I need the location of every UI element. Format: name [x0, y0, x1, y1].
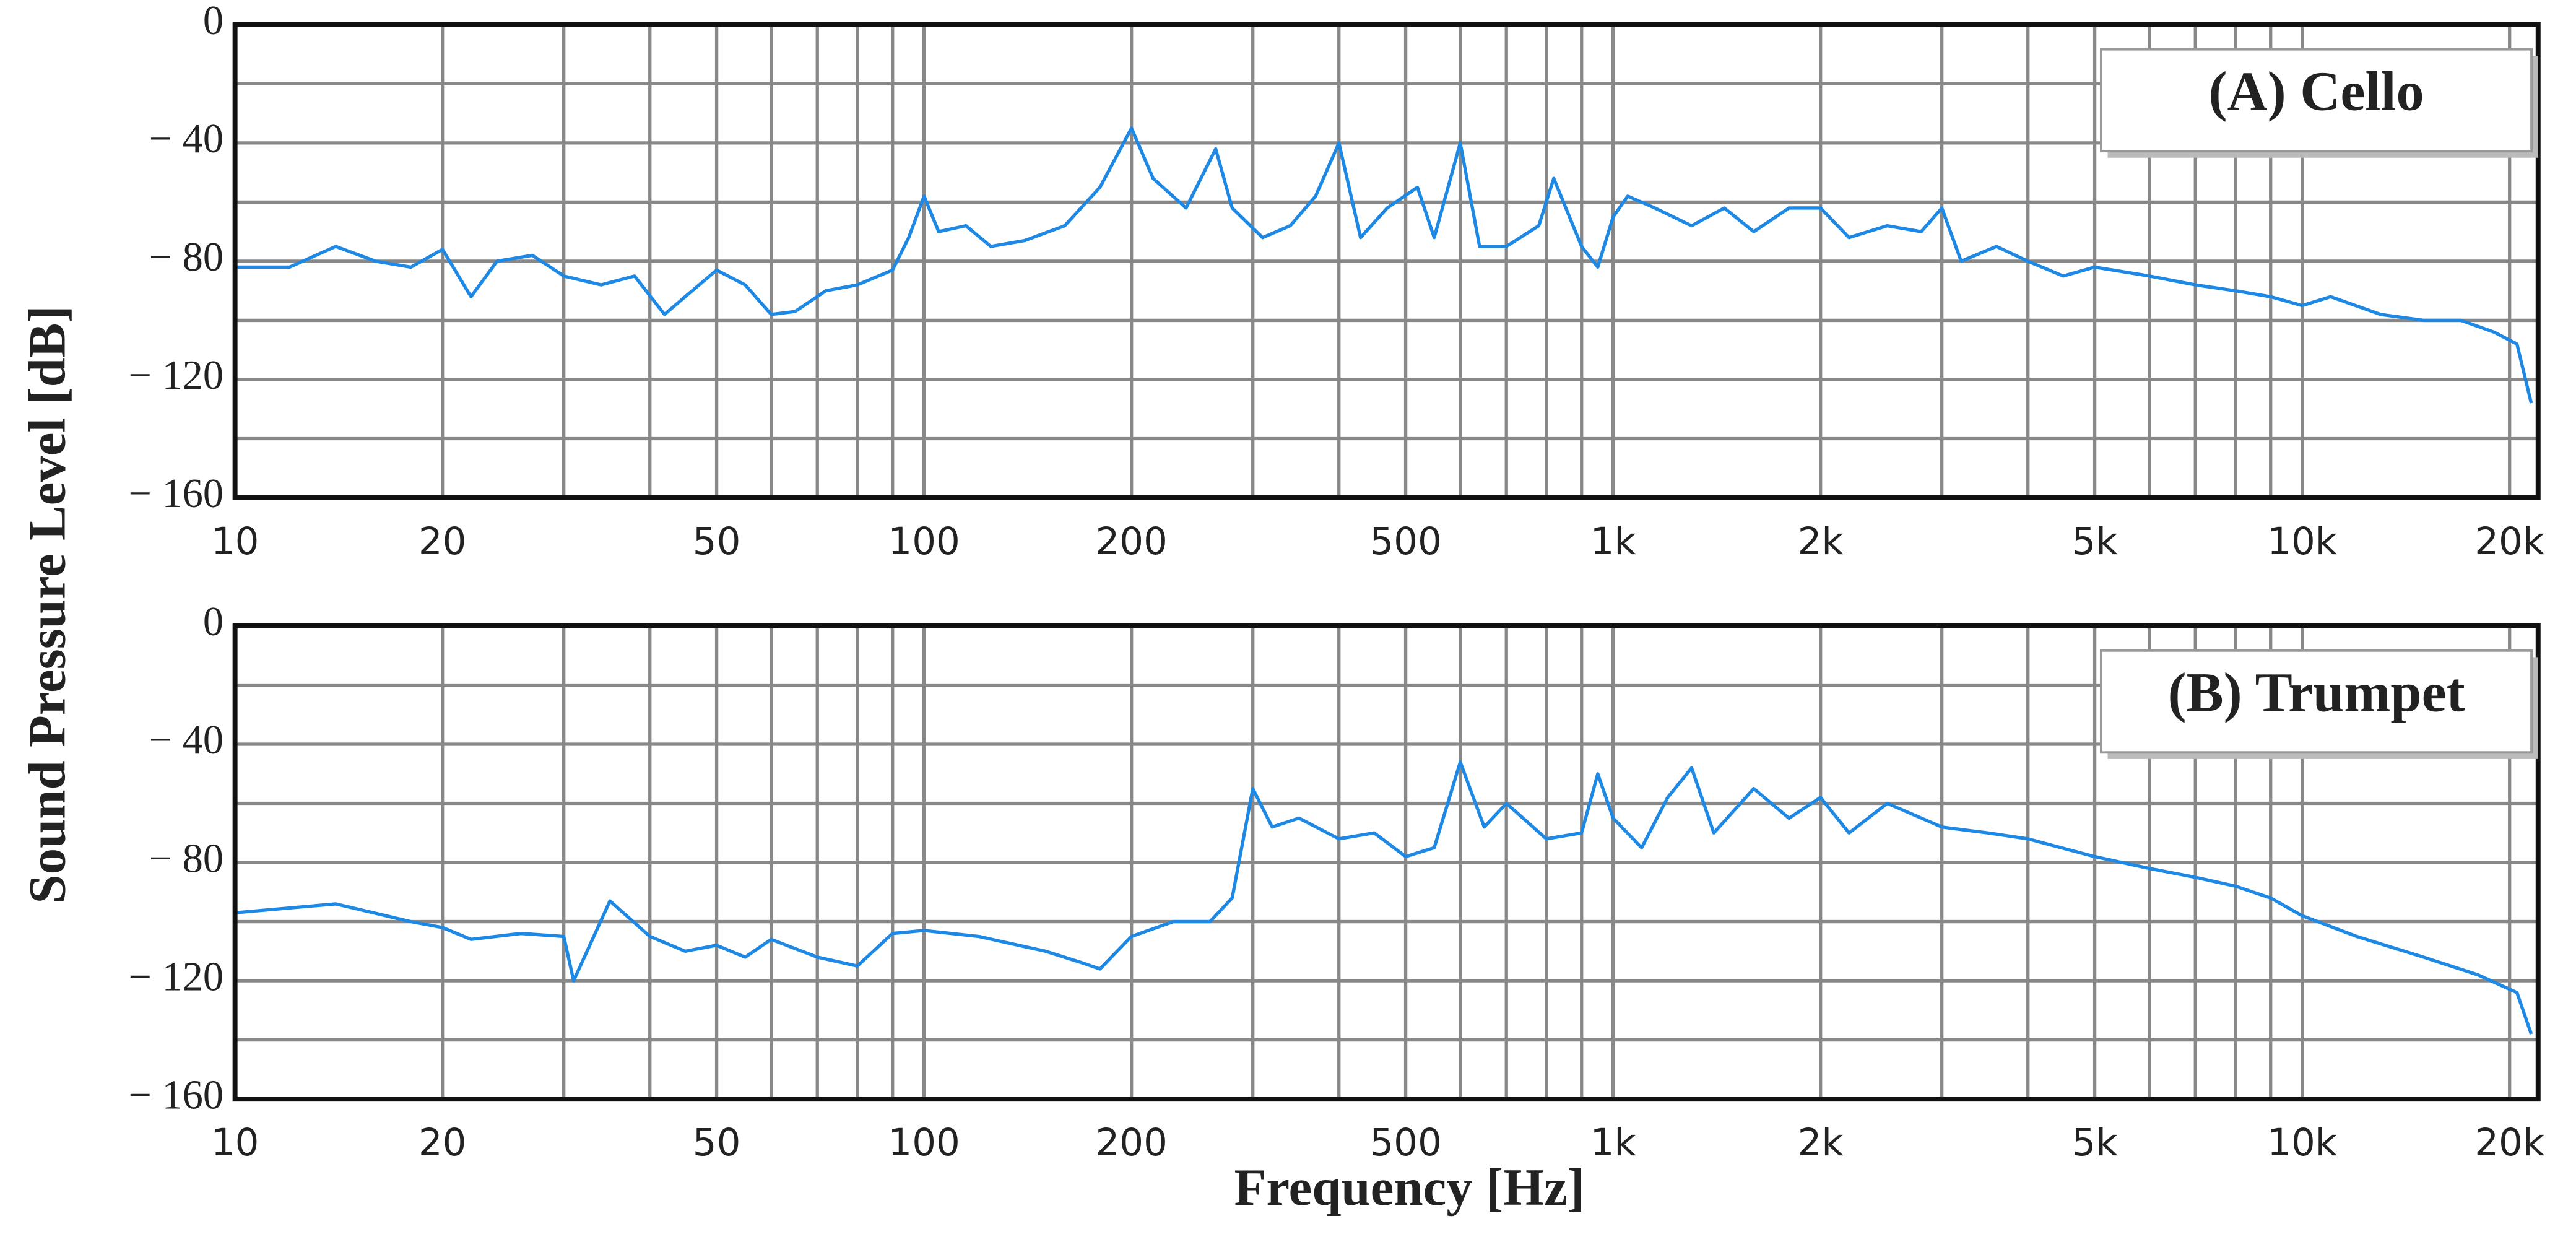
- x-tick-label: 100: [888, 1121, 960, 1165]
- y-tick-label: − 40: [149, 718, 223, 763]
- x-tick-label: 10: [211, 519, 259, 563]
- x-tick-label: 500: [1369, 519, 1441, 563]
- panel-title: (B) Trumpet: [2167, 661, 2465, 723]
- x-tick-label: 20k: [2474, 1121, 2545, 1165]
- y-tick-label: − 80: [149, 235, 223, 280]
- x-tick-label: 2k: [1798, 519, 1844, 563]
- x-tick-label: 10k: [2267, 1121, 2338, 1165]
- x-tick-label: 100: [888, 519, 960, 563]
- spectrum-line: [235, 126, 2533, 404]
- y-tick-label: 0: [203, 599, 223, 645]
- x-tick-label: 20: [418, 1121, 467, 1165]
- title-box: [2099, 649, 2533, 754]
- x-tick-label: 200: [1095, 519, 1167, 563]
- y-tick-label: − 120: [129, 954, 223, 999]
- x-tick-label: 1k: [1590, 519, 1637, 563]
- x-tick-label: 50: [693, 519, 741, 563]
- x-tick-label: 200: [1095, 1121, 1167, 1165]
- x-tick-label: 10: [211, 1121, 259, 1165]
- panel-title: (A) Cello: [2208, 60, 2424, 122]
- spectrum-line: [235, 760, 2533, 1035]
- y-tick-label: − 40: [149, 116, 223, 162]
- plot-frame: [232, 22, 2541, 500]
- y-tick-label: − 160: [129, 471, 223, 516]
- y-tick-label: − 160: [129, 1072, 223, 1118]
- y-tick-label: − 120: [129, 353, 223, 398]
- x-tick-label: 500: [1369, 1121, 1441, 1165]
- title-box: [2099, 48, 2533, 153]
- x-tick-label: 1k: [1590, 1121, 1637, 1165]
- plot-frame: [232, 623, 2541, 1102]
- x-tick-label: 10k: [2267, 519, 2338, 563]
- x-axis-label: Frequency [Hz]: [1234, 1158, 1585, 1217]
- y-axis-label: Sound Pressure Level [dB]: [19, 305, 77, 903]
- x-tick-label: 5k: [2072, 1121, 2118, 1165]
- x-tick-label: 20: [418, 519, 467, 563]
- y-tick-label: − 80: [149, 836, 223, 881]
- x-tick-label: 20k: [2474, 519, 2545, 563]
- x-tick-label: 50: [693, 1121, 741, 1165]
- x-tick-label: 5k: [2072, 519, 2118, 563]
- x-tick-label: 2k: [1798, 1121, 1844, 1165]
- y-tick-label: 0: [203, 0, 223, 43]
